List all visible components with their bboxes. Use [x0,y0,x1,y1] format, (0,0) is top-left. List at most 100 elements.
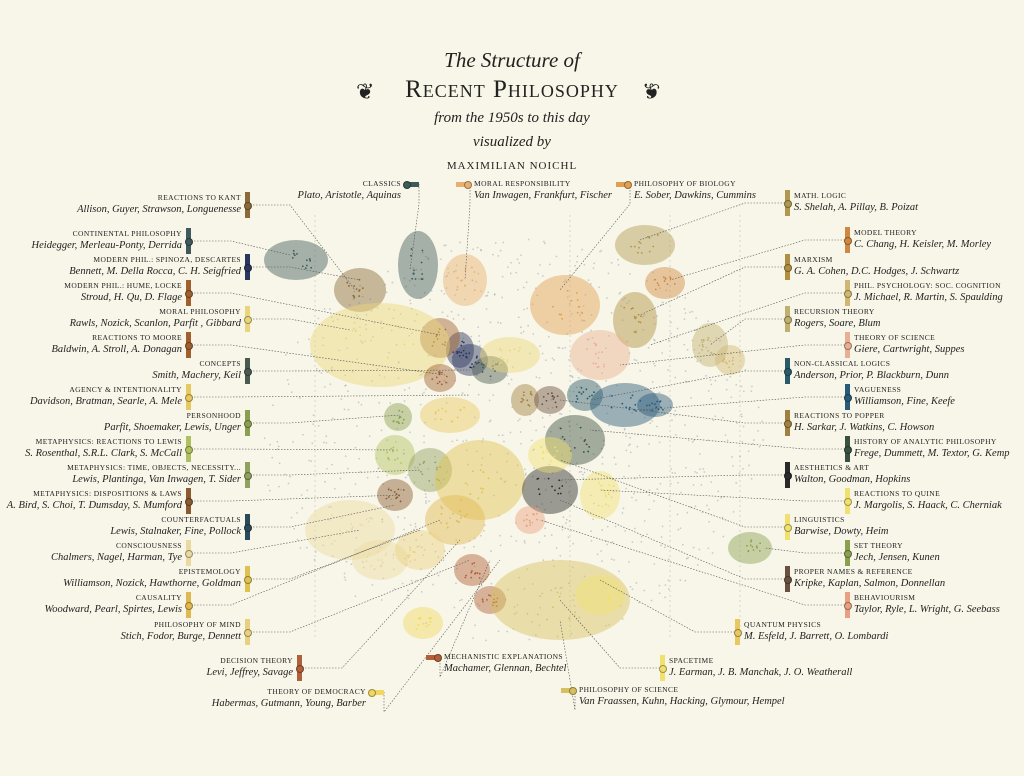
cluster-point [594,352,597,355]
cluster-label: Counterfactuals Lewis, Stalnaker, Fine, P… [110,514,241,538]
cluster-point [345,337,347,340]
paper-point [421,393,424,395]
paper-point [306,489,309,492]
paper-point [488,399,491,402]
paper-point [485,308,488,310]
cluster-point [460,351,463,354]
paper-point [700,484,703,486]
cluster-point [707,336,710,339]
cluster-point [580,393,583,395]
paper-point [563,281,565,283]
cluster-point [460,344,463,347]
paper-point [649,422,652,425]
paper-point [748,464,750,467]
cluster-point [628,408,631,411]
cluster-point [464,482,467,485]
paper-point [653,339,656,342]
paper-point [408,387,411,389]
paper-point [452,317,455,320]
leader-line [709,318,785,346]
cluster-point [570,299,573,302]
cluster-point [552,606,554,609]
cluster-blob [511,384,539,416]
paper-point [564,279,567,281]
cluster-point [402,418,405,421]
cluster-point [464,515,466,518]
paper-point [606,412,608,415]
paper-point [627,444,630,447]
paper-point [625,449,628,452]
paper-point [330,505,332,508]
cluster-point [471,363,473,365]
cluster-point [412,343,415,346]
paper-point [581,248,584,251]
paper-point [617,264,620,266]
cluster-authors: Chalmers, Nagel, Harman, Tye [50,552,182,563]
paper-point [419,568,422,571]
paper-point [407,474,409,476]
paper-point [565,518,568,521]
paper-point [488,420,491,423]
paper-point [725,388,728,391]
paper-point [600,550,602,552]
cluster-point [593,342,596,345]
cluster-point [419,616,421,619]
cluster-point [444,341,447,344]
paper-point [628,300,631,303]
paper-point [353,321,356,324]
cluster-point [656,282,659,285]
cluster-point [470,576,473,579]
paper-point [549,414,551,417]
cluster-point [390,489,392,492]
paper-point [387,351,390,354]
paper-point [465,439,468,442]
cluster-point [578,305,581,308]
leader-line [383,559,501,713]
paper-point [440,258,442,261]
paper-point [667,558,670,561]
paper-point [421,251,424,254]
paper-point [346,347,349,350]
paper-point [568,420,570,423]
cluster-title: Decision Theory [220,656,293,665]
paper-point [698,344,701,347]
paper-point [546,321,548,324]
cluster-point [536,518,538,521]
paper-point [584,293,587,296]
cluster-point [438,380,441,383]
paper-point [568,520,571,523]
paper-point [661,525,664,528]
paper-point [562,516,565,518]
cluster-point [366,555,369,558]
leader-line [669,239,845,281]
cluster-point [648,250,651,253]
cluster-point [538,493,541,496]
cluster-point [292,252,295,255]
cluster-point [500,349,503,352]
paper-point [386,439,389,442]
paper-point [329,383,332,386]
cluster-blob [264,240,328,280]
paper-point [516,604,519,607]
paper-point [381,518,384,521]
cluster-authors: E. Sober, Dawkins, Cummins [634,190,756,201]
cluster-marker-icon [783,306,792,332]
cluster-authors: Kripke, Kaplan, Salmon, Donnellan [794,578,946,589]
paper-point [633,358,636,361]
paper-point [312,414,315,417]
cluster-point [488,594,490,597]
paper-point [565,522,567,525]
paper-point [543,242,546,245]
leader-line [559,499,785,580]
cluster-blob [310,303,450,387]
cluster-point [506,361,508,364]
paper-point [631,541,634,543]
cluster-point [414,559,416,561]
paper-point [575,462,578,465]
cluster-point [595,343,598,346]
paper-point [489,419,492,422]
cluster-point [462,349,465,352]
cluster-point [473,562,476,564]
leader-line [191,448,396,451]
paper-point [601,462,604,465]
